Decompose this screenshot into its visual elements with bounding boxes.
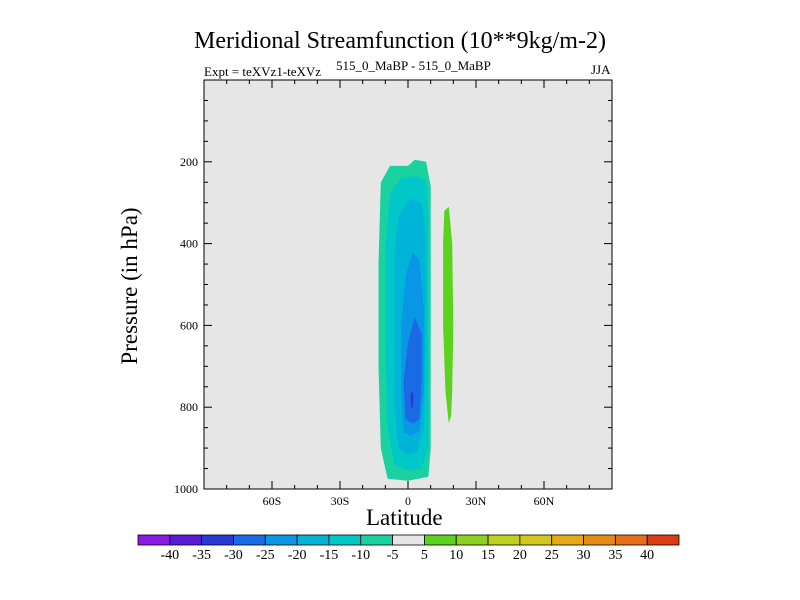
region-positive-cell-10 [443, 206, 454, 424]
y-tick-label: 400 [180, 237, 198, 251]
x-tick-label: 60N [534, 494, 555, 508]
y-tick-label: 600 [180, 318, 198, 332]
y-tick-label: 200 [180, 155, 198, 169]
colorbar-label: -35 [192, 548, 211, 563]
season-label: JJA [591, 62, 611, 77]
experiment-label: Expt = teXVz1-teXVz [204, 64, 322, 79]
x-axis-label: Latitude [366, 505, 443, 530]
colorbar-label: 25 [545, 548, 559, 563]
contour-regions [378, 159, 454, 481]
colorbar-swatch [360, 534, 393, 546]
colorbar-swatch [264, 534, 298, 546]
colorbar-label: 30 [577, 548, 591, 563]
colorbar-label: -30 [224, 548, 243, 563]
region-negative-cell-30 [410, 390, 414, 410]
colorbar-label: 35 [608, 548, 622, 563]
colorbar-label: -40 [160, 548, 179, 563]
colorbar-swatch [424, 534, 457, 546]
colorbar-swatch [519, 534, 553, 546]
colorbar-label: 5 [421, 548, 428, 563]
colorbar-swatch [455, 534, 489, 546]
region-negative-cell-25 [403, 317, 422, 424]
colorbar-swatch [614, 534, 648, 546]
colorbar-swatch [328, 534, 362, 546]
y-axis-ticks: 200 400 600 800 1000 [174, 99, 612, 496]
y-tick-label: 1000 [174, 482, 198, 496]
colorbar-swatch [583, 534, 616, 546]
colorbar: -40 -35 -30 -25 -20 -15 -10 -5 5 10 15 20 25 30 35 40 [137, 534, 680, 563]
colorbar-label: 40 [640, 548, 654, 563]
colorbar-swatch [169, 534, 203, 546]
colorbar-swatch [392, 534, 425, 546]
y-tick-label: 800 [180, 400, 198, 414]
colorbar-swatch [137, 534, 171, 546]
colorbar-label: -20 [288, 548, 307, 563]
colorbar-label: 20 [513, 548, 527, 563]
colorbar-swatch [487, 534, 521, 546]
colorbar-swatch [296, 534, 330, 546]
x-axis-ticks: 60S 30S 0 30N 60N [226, 80, 590, 508]
x-tick-label: 30S [331, 494, 350, 508]
colorbar-swatch [233, 534, 266, 546]
x-tick-label: 30N [466, 494, 487, 508]
run-label: 515_0_MaBP - 515_0_MaBP [336, 58, 491, 73]
colorbar-label: -5 [387, 548, 399, 563]
colorbar-label: 10 [449, 548, 463, 563]
x-tick-label: 60S [263, 494, 282, 508]
x-tick-label: 0 [405, 494, 411, 508]
colorbar-label: -25 [256, 548, 275, 563]
colorbar-label: -10 [351, 548, 370, 563]
colorbar-swatch [201, 534, 234, 546]
colorbar-swatch [646, 534, 680, 546]
colorbar-label: -15 [320, 548, 339, 563]
chart-title: Meridional Streamfunction (10**9kg/m-2) [194, 28, 606, 54]
colorbar-label: 15 [481, 548, 495, 563]
colorbar-swatch [551, 534, 584, 546]
